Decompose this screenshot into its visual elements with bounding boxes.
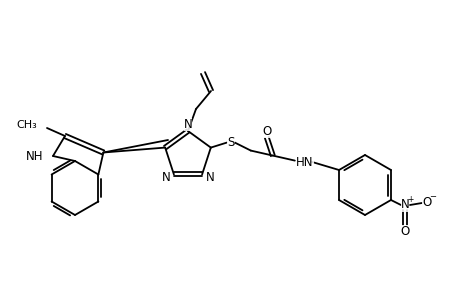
Text: +: + <box>406 196 412 205</box>
Text: N: N <box>161 171 170 184</box>
Text: N: N <box>205 171 214 184</box>
Text: O: O <box>399 226 409 238</box>
Text: NH: NH <box>25 149 43 163</box>
Text: O: O <box>421 196 431 209</box>
Text: S: S <box>227 136 234 149</box>
Text: CH₃: CH₃ <box>16 120 37 130</box>
Text: O: O <box>262 125 271 138</box>
Text: HN: HN <box>296 156 313 169</box>
Text: N: N <box>183 118 192 130</box>
Text: −: − <box>429 193 436 202</box>
Text: N: N <box>400 199 409 212</box>
